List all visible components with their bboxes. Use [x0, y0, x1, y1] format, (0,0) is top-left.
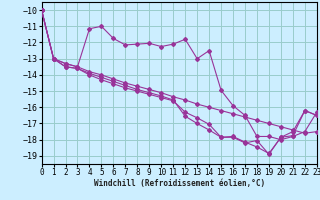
X-axis label: Windchill (Refroidissement éolien,°C): Windchill (Refroidissement éolien,°C) — [94, 179, 265, 188]
